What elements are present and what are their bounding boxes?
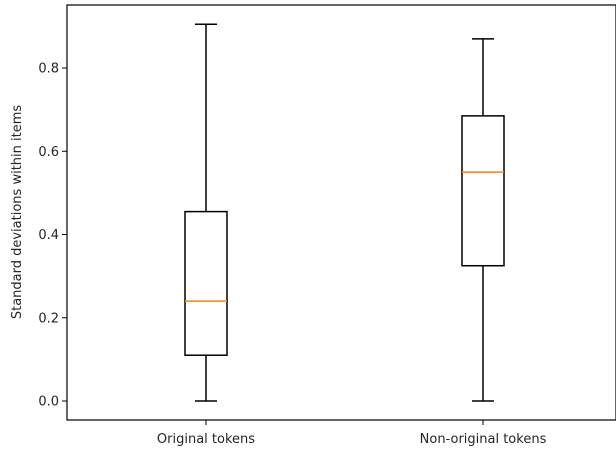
y-tick-label: 0.4 (38, 228, 59, 243)
y-tick-label: 0.8 (38, 62, 59, 77)
y-tick-label: 0.6 (38, 145, 59, 160)
y-axis: 0.0 0.2 0.4 0.6 0.8 (38, 62, 67, 410)
plot-frame (66, 4, 616, 421)
x-tick-label: Original tokens (157, 432, 255, 447)
box-1 (184, 23, 228, 402)
box-body (461, 115, 505, 267)
box-body (184, 210, 228, 356)
x-axis: Original tokens Non-original tokens (157, 420, 547, 447)
boxes (184, 23, 505, 402)
box-2 (461, 38, 505, 402)
y-axis-label: Standard deviations within items (10, 105, 25, 320)
y-tick-label: 0.0 (38, 395, 59, 410)
x-tick-label: Non-original tokens (420, 432, 547, 447)
y-tick-label: 0.2 (38, 311, 59, 326)
